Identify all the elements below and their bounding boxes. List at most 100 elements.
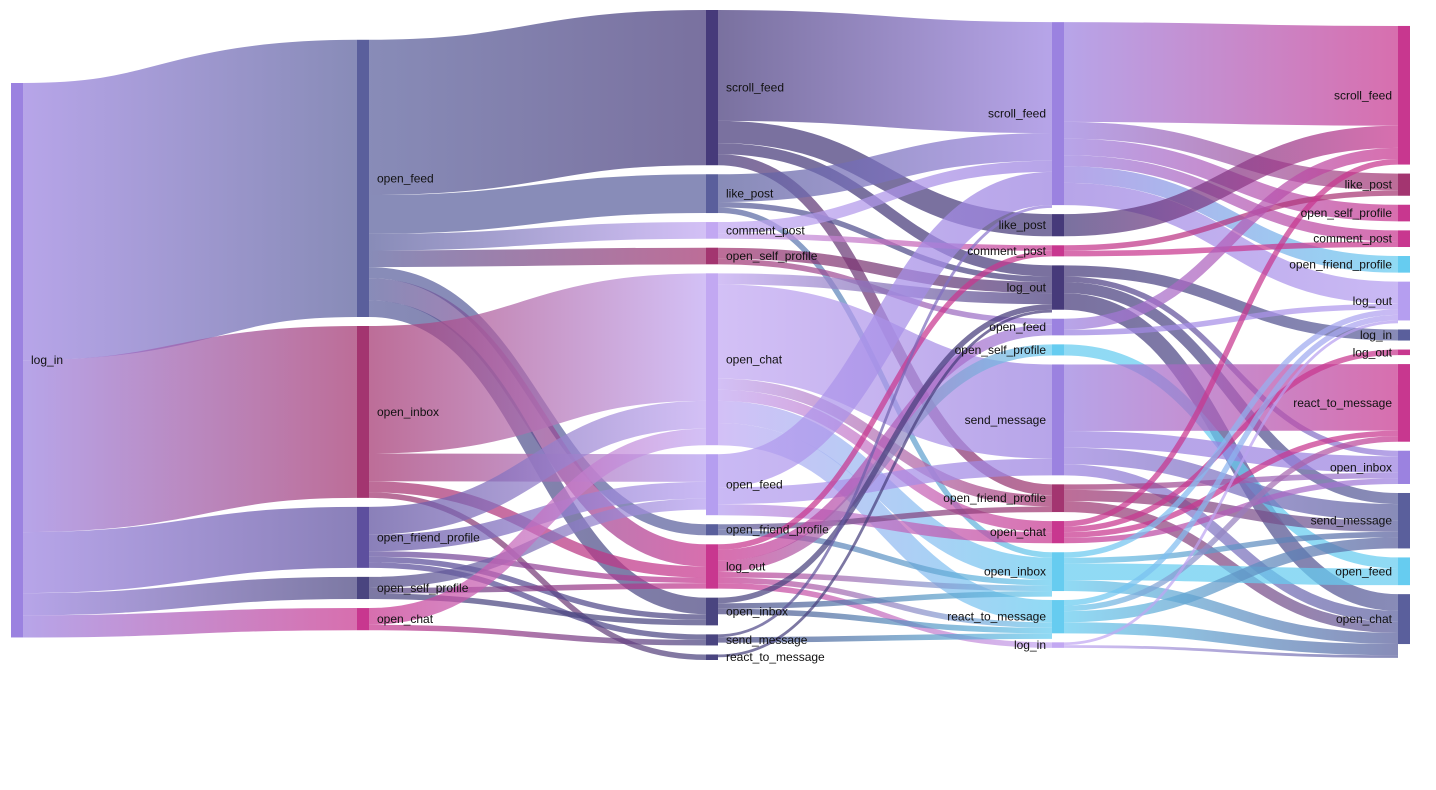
node-s3-open-self-profile — [1052, 344, 1064, 356]
label-s3-like-post: like_post — [999, 218, 1047, 232]
node-s4-open-feed — [1398, 557, 1410, 586]
link-send_message-to-scroll_feed — [717, 205, 1053, 638]
link-open_feed-to-scroll_feed — [717, 171, 1053, 488]
label-s4-comment-post: comment_post — [1313, 232, 1392, 246]
link-scroll_feed-to-log_out — [717, 143, 1053, 277]
label-s1-open-feed: open_feed — [377, 171, 434, 185]
link-open_inbox-to-open_chat — [368, 273, 707, 454]
link-open_feed-to-log_out — [1063, 303, 1399, 336]
node-s4-log-out-2 — [1398, 349, 1410, 356]
label-s4-log-out-2: log_out — [1353, 345, 1393, 359]
node-s0-log-in — [11, 83, 23, 638]
link-log_in-to-open_inbox — [22, 326, 358, 533]
link-open_inbox-to-send_message — [1063, 531, 1399, 564]
link-log_in-to-open_chat — [1063, 645, 1399, 658]
link-react_to_message-to-react_to_message — [1063, 436, 1399, 612]
node-s3-open-chat — [1052, 521, 1064, 544]
link-log_out-to-open_feed — [717, 324, 1053, 561]
link-open_chat-to-scroll_feed — [1063, 159, 1399, 527]
node-s3-send-message — [1052, 364, 1064, 476]
node-s3-scroll-feed — [1052, 22, 1064, 206]
link-log_in-to-open_feed — [21, 39, 359, 361]
node-s4-comment-post — [1398, 230, 1410, 248]
label-s2-open-friend-profile: open_friend_profile — [726, 523, 829, 537]
link-open_chat-to-open_inbox — [1063, 478, 1399, 544]
label-s4-react-to-message: react_to_message — [1293, 396, 1392, 410]
links-layer — [21, 9, 1399, 661]
node-s1-open-feed — [357, 39, 369, 317]
node-s2-comment-post — [706, 222, 718, 239]
link-open_feed-to-open_chat — [717, 504, 1053, 544]
label-s2-scroll-feed: scroll_feed — [726, 81, 784, 95]
node-s4-log-in — [1398, 329, 1410, 341]
link-comment_post-to-comment_post — [717, 233, 1053, 251]
label-s3-open-self-profile: open_self_profile — [955, 343, 1047, 357]
link-comment_post-to-scroll_feed — [717, 160, 1053, 234]
link-open_self_profile-to-log_out — [368, 583, 707, 594]
link-open_chat-to-send_message — [717, 284, 1053, 459]
link-open_chat-to-log_out — [1063, 349, 1399, 533]
node-s4-react-to-message — [1398, 364, 1410, 442]
link-open_chat-to-send_message — [368, 624, 707, 646]
label-s2-open-self-profile: open_self_profile — [726, 249, 818, 263]
node-s2-open-self-profile — [706, 247, 718, 265]
link-like_post-to-scroll_feed — [717, 133, 1053, 202]
link-open_friend_profile-to-log_out — [368, 551, 707, 584]
node-s4-open-self-profile — [1398, 204, 1410, 222]
link-open_feed-to-open_self_profile — [368, 247, 707, 268]
label-s3-open-friend-profile: open_friend_profile — [943, 491, 1046, 505]
label-s4-open-friend-profile: open_friend_profile — [1289, 257, 1392, 271]
label-s1-open-friend-profile: open_friend_profile — [377, 530, 480, 544]
link-log_in-to-open_chat — [22, 608, 358, 638]
label-s3-open-inbox: open_inbox — [984, 565, 1046, 579]
label-s4-open-self-profile: open_self_profile — [1301, 206, 1393, 220]
node-s3-comment-post — [1052, 245, 1064, 257]
label-s4-open-chat: open_chat — [1336, 612, 1393, 626]
node-s4-open-chat — [1398, 594, 1410, 645]
link-open_chat-to-open_chat — [368, 428, 707, 625]
link-open_inbox-to-log_out — [717, 304, 1053, 604]
link-open_self_profile-to-open_feed — [368, 498, 707, 588]
link-react_to_message-to-send_message — [1063, 537, 1399, 623]
link-open_inbox-to-react_to_message — [717, 608, 1053, 634]
node-s2-like-post — [706, 174, 718, 214]
link-open_friend_profile-to-send_message — [368, 562, 707, 640]
node-s2-open-friend-profile — [706, 524, 718, 536]
node-s2-open-inbox — [706, 597, 718, 626]
node-s2-react-to-message — [706, 654, 718, 660]
node-s1-open-self-profile — [357, 576, 369, 600]
node-s2-open-chat — [706, 273, 718, 446]
node-s4-like-post — [1398, 173, 1410, 196]
link-scroll_feed-to-comment_post — [1063, 155, 1399, 242]
link-open_self_profile-to-log_out — [717, 247, 1053, 294]
labels-layer: log_in open_feed open_inbox open_friend_pro… — [31, 81, 1393, 665]
node-s4-open-inbox — [1398, 450, 1410, 484]
node-s3-log-out — [1052, 265, 1064, 310]
link-open_self_profile-to-open_inbox — [368, 593, 707, 626]
label-s0-log-in: log_in — [31, 353, 63, 367]
node-s4-open-friend-profile — [1398, 256, 1410, 273]
node-s2-scroll-feed — [706, 10, 718, 166]
link-like_post-to-scroll_feed — [1063, 125, 1399, 237]
label-s3-log-in: log_in — [1014, 638, 1046, 652]
label-s4-scroll-feed: scroll_feed — [1334, 88, 1392, 102]
label-s4-open-feed: open_feed — [1335, 564, 1392, 578]
label-s1-open-chat: open_chat — [377, 612, 434, 626]
link-log_in-to-log_out — [1063, 320, 1399, 646]
label-s4-like-post: like_post — [1345, 178, 1393, 192]
link-log_in-to-open_self_profile — [22, 576, 358, 616]
node-s4-scroll-feed — [1398, 25, 1410, 165]
label-s4-open-inbox: open_inbox — [1330, 460, 1392, 474]
node-s2-send-message — [706, 634, 718, 646]
node-s4-send-message — [1398, 492, 1410, 549]
label-s3-open-feed: open_feed — [989, 320, 1046, 334]
label-s3-log-out: log_out — [1007, 281, 1047, 295]
label-s4-log-in: log_in — [1360, 328, 1392, 342]
link-log_in-to-open_friend_profile — [22, 506, 358, 594]
link-comment_post-to-like_post — [1063, 190, 1399, 251]
link-open_chat-to-log_out — [717, 273, 1053, 305]
node-s1-open-chat — [357, 608, 369, 631]
label-s2-comment-post: comment_post — [726, 223, 805, 237]
label-s2-react-to-message: react_to_message — [726, 650, 825, 664]
link-open_feed-to-scroll_feed — [368, 9, 707, 196]
